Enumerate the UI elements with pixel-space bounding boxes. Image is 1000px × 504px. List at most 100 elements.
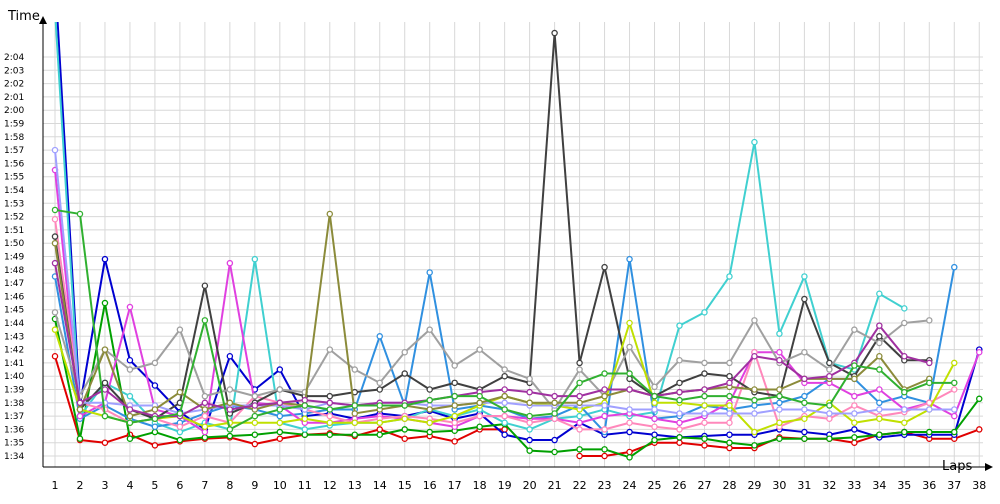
data-point [276, 428, 284, 436]
data-point [101, 255, 109, 263]
x-tick-label: 12 [323, 479, 337, 492]
data-point [51, 233, 59, 240]
data-point [526, 447, 533, 454]
data-point [601, 263, 608, 271]
data-point [701, 442, 708, 449]
data-point [451, 379, 458, 387]
y-tick-label: 2:01 [4, 93, 24, 103]
data-point [576, 399, 583, 407]
y-tick-label: 1:49 [4, 253, 24, 263]
data-point [226, 432, 234, 440]
y-tick-label: 1:48 [4, 266, 24, 276]
data-point [651, 406, 658, 413]
series-line [51, 206, 958, 433]
x-axis-title: Laps [942, 459, 972, 474]
data-point [326, 346, 334, 353]
data-point [851, 419, 858, 426]
data-point [401, 402, 408, 409]
data-point [176, 326, 184, 333]
x-axis-arrow [985, 463, 993, 471]
data-point [801, 375, 808, 383]
data-point [551, 399, 558, 407]
data-point [501, 419, 508, 426]
data-point [251, 440, 259, 448]
data-point [801, 273, 808, 280]
data-point [326, 210, 334, 218]
x-tick-label: 34 [872, 479, 886, 492]
data-point [876, 431, 883, 438]
data-point [826, 366, 833, 373]
x-tick-label: 32 [822, 479, 836, 492]
data-point [526, 426, 533, 433]
y-tick-label: 1:52 [4, 213, 24, 223]
data-point [626, 386, 633, 393]
data-point [576, 452, 583, 460]
x-tick-label: 25 [648, 479, 662, 492]
data-point [676, 356, 683, 364]
data-point [776, 399, 783, 407]
data-point [776, 406, 783, 413]
data-point [726, 431, 733, 438]
x-tick-label: 21 [548, 479, 562, 492]
data-point [101, 379, 109, 387]
data-point [926, 317, 933, 324]
x-tick-label: 33 [847, 479, 861, 492]
data-point [351, 431, 359, 438]
data-point [801, 428, 808, 436]
x-tick-labels: 1 2 3 4 5 6 7 8 9 10 11 12 13 14 15 16 17 18 19 20 21 22 23 24 2… [52, 479, 987, 492]
series-group [51, 22, 983, 461]
data-point [51, 146, 59, 154]
data-point [151, 428, 159, 436]
data-point [551, 392, 558, 400]
x-tick-label: 3 [101, 479, 108, 492]
data-point [326, 399, 334, 407]
x-tick-label: 15 [398, 479, 412, 492]
data-point [526, 388, 533, 396]
data-point [301, 402, 309, 409]
x-tick-label: 14 [373, 479, 387, 492]
data-point [826, 359, 833, 367]
data-point [726, 379, 733, 387]
data-point [351, 419, 359, 426]
data-point [751, 428, 758, 436]
data-point [151, 382, 159, 389]
data-point [851, 375, 858, 383]
data-point [926, 406, 933, 413]
data-point [601, 370, 608, 377]
data-point [951, 412, 958, 420]
data-point [201, 428, 209, 436]
y-axis-arrow [39, 16, 47, 24]
data-point [601, 386, 608, 393]
data-point [926, 359, 933, 367]
data-point [126, 366, 134, 373]
data-point [226, 406, 234, 413]
data-point [576, 419, 583, 426]
data-point [451, 402, 458, 409]
y-tick-labels: 1:34 1:35 1:36 1:37 1:38 1:39 1:40 1:41 1:42 1:43… [4, 53, 24, 462]
data-point [901, 352, 908, 360]
data-point [676, 426, 683, 433]
data-point [51, 259, 59, 267]
data-point [776, 386, 783, 393]
x-tick-label: 37 [947, 479, 961, 492]
data-point [626, 343, 633, 351]
data-point [176, 436, 184, 444]
data-point [401, 415, 408, 423]
data-point [226, 386, 234, 393]
data-point [676, 410, 683, 417]
data-point [926, 428, 933, 436]
data-point [501, 366, 508, 373]
y-tick-label: 1:40 [4, 372, 24, 382]
data-point [501, 412, 508, 420]
data-point [526, 436, 533, 444]
data-point [676, 322, 683, 329]
data-point [101, 299, 109, 307]
y-tick-label: 1:57 [4, 146, 24, 156]
data-point [426, 419, 433, 426]
data-point [676, 434, 683, 441]
y-tick-label: 1:47 [4, 279, 24, 289]
data-point [201, 406, 209, 413]
data-point [301, 396, 309, 404]
